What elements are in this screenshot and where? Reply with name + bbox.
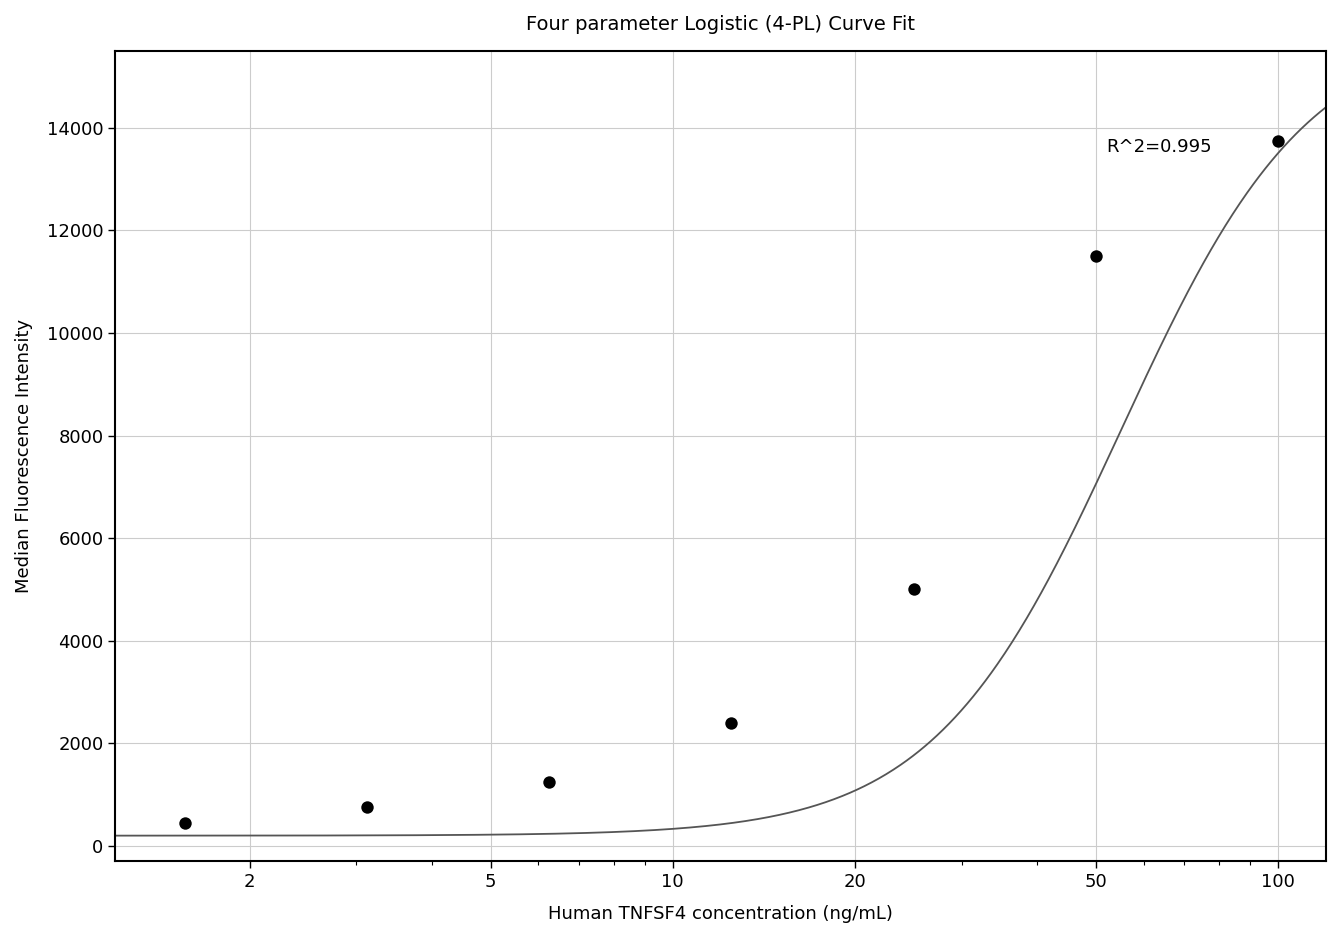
Point — [1085, 249, 1106, 264]
Point — [902, 582, 924, 597]
X-axis label: Human TNFSF4 concentration (ng/mL): Human TNFSF4 concentration (ng/mL) — [548, 905, 893, 923]
Point — [174, 815, 196, 830]
Y-axis label: Median Fluorescence Intensity: Median Fluorescence Intensity — [15, 319, 34, 593]
Point — [357, 800, 378, 815]
Title: Four parameter Logistic (4-PL) Curve Fit: Four parameter Logistic (4-PL) Curve Fit — [526, 15, 915, 34]
Point — [720, 716, 742, 731]
Text: R^2=0.995: R^2=0.995 — [1106, 138, 1212, 156]
Point — [539, 774, 561, 789]
Point — [1267, 133, 1289, 148]
